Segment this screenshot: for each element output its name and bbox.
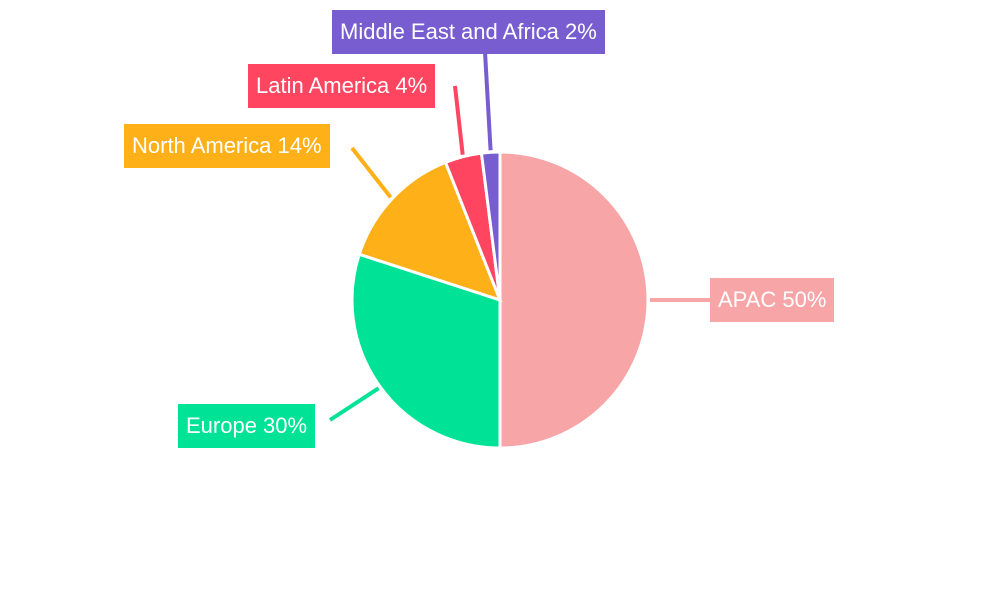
label-middle-east-africa: Middle East and Africa 2% [332, 10, 605, 54]
label-europe: Europe 30% [178, 404, 316, 448]
label-latin-america: Latin America 4% [248, 64, 436, 108]
leader-line [453, 85, 465, 155]
pie-slice-north-america [357, 160, 503, 303]
leader-line [483, 51, 493, 151]
pie-slice-europe [350, 252, 502, 450]
pie-slice-apac [498, 150, 650, 450]
label-north-america: North America 14% [124, 124, 330, 168]
pie-slice-middle-east-and-africa [479, 150, 502, 301]
leader-line [328, 386, 380, 422]
label-apac: APAC 50% [710, 278, 835, 322]
leader-line [350, 146, 393, 199]
